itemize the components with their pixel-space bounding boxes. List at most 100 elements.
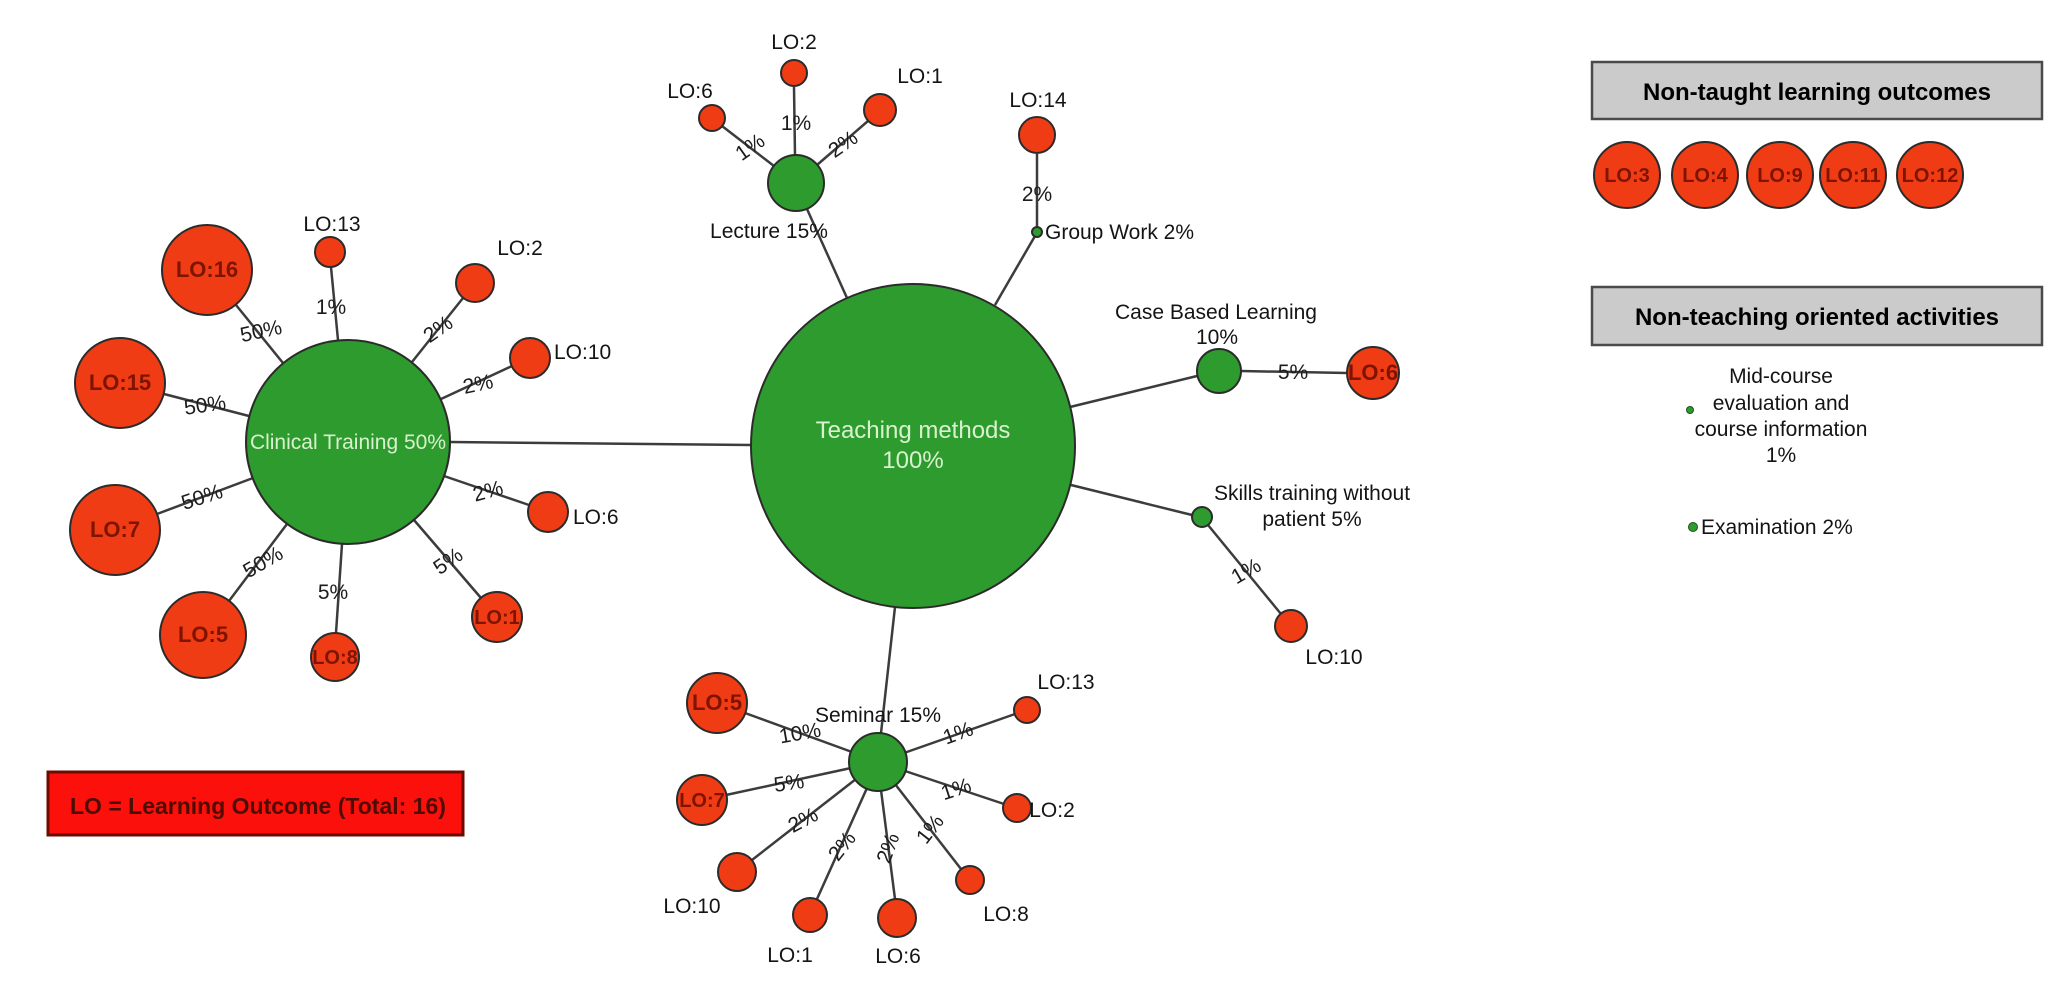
seminar-lo10-label: LO:10 — [663, 895, 720, 918]
lecture-lo1-label: LO:1 — [897, 65, 943, 88]
non-taught-circles: LO:3 LO:4 LO:9 LO:11 LO:12 — [1593, 141, 1964, 209]
seminar-lo2-pct: 1% — [938, 774, 974, 805]
clinical-lo16-label: LO:16 — [176, 257, 238, 282]
mid-course-line1: Mid-course — [1729, 365, 1833, 388]
edge-seminar-lo10 — [751, 778, 857, 861]
non-teaching-header-box — [1590, 285, 2044, 347]
clinical-lo10-pct: 2% — [461, 370, 495, 399]
seminar-lo1-circle — [792, 897, 828, 933]
edge-seminar-lo5 — [744, 711, 853, 754]
nontaught-lo9-circle — [1746, 141, 1814, 209]
nontaught-lo11-label: LO:11 — [1825, 165, 1881, 187]
clinical-lo6-label: LO:6 — [573, 506, 619, 529]
lecture-hub-label: Lecture 15% — [710, 220, 828, 243]
edge-clinical-lo13 — [329, 266, 340, 341]
examination-label: Examination 2% — [1701, 516, 1853, 539]
seminar-satellite-circles — [676, 672, 1041, 938]
skills-hub-label-line2: patient 5% — [1262, 508, 1361, 531]
seminar-lo6-circle — [877, 898, 917, 938]
seminar-hub-circle — [848, 732, 908, 792]
casebased-hub-label-line2: 10% — [1196, 326, 1238, 349]
skills-lo10-label: LO:10 — [1305, 646, 1362, 669]
lecture-lo6-pct: 1% — [731, 129, 769, 165]
casebased-lo6-label: LO:6 — [1348, 360, 1398, 385]
clinical-lo6-pct: 2% — [470, 476, 505, 506]
clinical-lo16-circle — [161, 224, 253, 316]
seminar-lo13-pct: 1% — [940, 717, 976, 749]
edge-seminar-lo1 — [815, 787, 869, 900]
edge-seminar-lo13 — [903, 712, 1016, 755]
nontaught-lo3-circle — [1593, 141, 1661, 209]
nontaught-lo12-label: LO:12 — [1902, 165, 1959, 187]
lecture-hub-circle — [767, 154, 825, 212]
seminar-lo6-pct: 2% — [872, 830, 904, 866]
seminar-lo7-pct: 5% — [772, 770, 805, 797]
clinical-hub-circle — [245, 339, 451, 545]
clinical-lo2-circle — [455, 263, 495, 303]
seminar-satellite-edges — [725, 711, 1016, 900]
edge-seminar-lo8 — [894, 783, 962, 870]
clinical-lo6-circle — [527, 491, 569, 533]
clinical-lo15-label: LO:15 — [89, 370, 151, 395]
clinical-lo8-label: LO:8 — [312, 647, 358, 669]
legend-box — [46, 770, 465, 837]
non-taught-header-box — [1590, 60, 2044, 121]
nontaught-lo3-label: LO:3 — [1604, 165, 1650, 187]
nontaught-lo4-label: LO:4 — [1682, 165, 1728, 187]
legend-text: LO = Learning Outcome (Total: 16) — [70, 793, 446, 819]
clinical-satellite-edges — [156, 266, 530, 634]
seminar-lo7-circle — [676, 774, 728, 826]
mid-course-dot — [1686, 406, 1694, 414]
edge-seminar-lo2 — [904, 769, 1005, 806]
lecture-lo6-circle — [698, 104, 726, 132]
clinical-lo13-pct: 1% — [316, 296, 346, 319]
clinical-lo2-pct: 2% — [419, 311, 457, 347]
lecture-lo2-circle — [780, 59, 808, 87]
lecture-lo6-label: LO:6 — [667, 80, 713, 103]
clinical-lo7-pct: 50% — [179, 480, 226, 515]
seminar-lo7-label: LO:7 — [679, 790, 725, 812]
edge-central-seminar — [879, 606, 897, 734]
casebased-lo6-pct: 5% — [1278, 361, 1308, 384]
lecture-satellite-edges — [721, 86, 869, 167]
casebased-hub-label-line1: Case Based Learning — [1115, 301, 1317, 324]
lecture-satellite-circles — [698, 59, 897, 132]
seminar-lo5-label: LO:5 — [692, 690, 742, 715]
nontaught-lo12-circle — [1896, 141, 1964, 209]
clinical-lo13-circle — [314, 236, 346, 268]
edge-lecture-lo1 — [816, 120, 869, 166]
clinical-lo8-pct: 5% — [318, 581, 348, 604]
edge-seminar-lo7 — [725, 766, 852, 797]
seminar-lo8-pct: 1% — [912, 810, 949, 848]
seminar-lo10-circle — [717, 852, 757, 892]
seminar-lo5-pct: 10% — [777, 719, 822, 749]
lecture-lo2-label: LO:2 — [771, 31, 817, 54]
clinical-lo1-label: LO:1 — [474, 607, 520, 629]
clinical-lo15-pct: 50% — [183, 391, 228, 420]
hub-connector-edges — [449, 208, 1198, 734]
edge-central-casebased — [1069, 374, 1198, 409]
lecture-lo2-pct: 1% — [781, 112, 811, 135]
nontaught-lo9-label: LO:9 — [1757, 165, 1803, 187]
mid-course-line3: course information — [1695, 418, 1868, 441]
groupwork-lo14-label: LO:14 — [1009, 89, 1067, 112]
edge-clinical-lo2 — [411, 297, 464, 363]
seminar-lo5-circle — [686, 672, 748, 734]
edge-lecture-lo2 — [792, 86, 797, 156]
nontaught-lo4-circle — [1671, 141, 1739, 209]
casebased-hub-circle — [1196, 348, 1242, 394]
clinical-lo5-pct: 50% — [239, 542, 287, 583]
examination-dot — [1688, 522, 1698, 532]
edge-clinical-lo1 — [413, 519, 482, 599]
clinical-lo13-label: LO:13 — [303, 213, 360, 236]
groupwork-lo14-circle — [1018, 116, 1056, 154]
groupwork-lo14-pct: 2% — [1022, 183, 1052, 206]
seminar-lo2-label: LO:2 — [1029, 799, 1075, 822]
clinical-lo5-label: LO:5 — [178, 622, 228, 647]
groupwork-hub-label: Group Work 2% — [1045, 221, 1194, 244]
edge-seminar-lo6 — [879, 789, 897, 900]
clinical-satellite-circles — [69, 224, 569, 682]
edge-central-groupwork — [993, 235, 1037, 306]
